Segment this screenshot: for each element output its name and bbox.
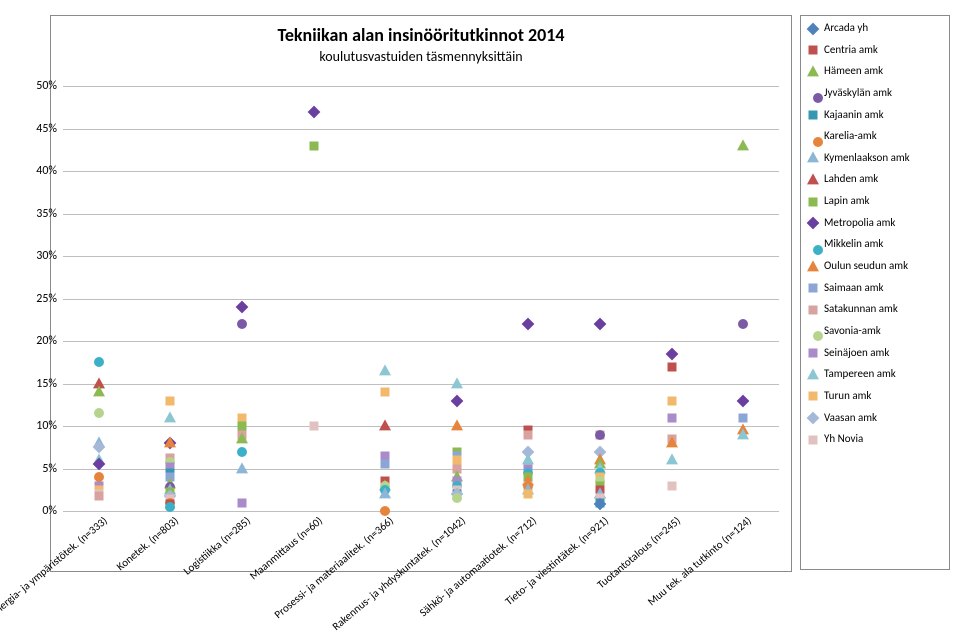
circle-icon — [807, 239, 818, 250]
circle-icon — [807, 326, 818, 337]
y-axis-label: 40% — [36, 164, 63, 178]
legend-item: Kajaanin amk — [807, 109, 943, 122]
legend-label: Kajaanin amk — [824, 109, 943, 122]
triangle-icon — [807, 369, 818, 380]
legend-label: Lapin amk — [824, 195, 943, 208]
legend-label: Arcada yh — [824, 22, 943, 35]
y-axis-label: 50% — [36, 79, 63, 93]
gridline — [63, 171, 779, 172]
y-axis-label: 15% — [36, 377, 63, 391]
legend-label: Oulun seudun amk — [824, 260, 943, 273]
y-axis-label: 45% — [36, 122, 63, 136]
legend-item: Mikkelin amk — [807, 238, 943, 251]
legend-label: Satakunnan amk — [824, 303, 943, 316]
gridline — [63, 214, 779, 215]
chart-title: Tekniikan alan insinööritutkinnot 2014 — [51, 24, 791, 46]
circle-icon — [807, 131, 818, 142]
legend-item: Savonia-amk — [807, 325, 943, 338]
legend-label: Tampereen amk — [824, 368, 943, 381]
x-axis-label: Prosessi- ja materiaalitek. (n=366) — [269, 511, 396, 621]
gridline — [63, 299, 779, 300]
legend-item: Seinäjoen amk — [807, 347, 943, 360]
legend-label: Mikkelin amk — [824, 238, 943, 251]
gridline — [63, 256, 779, 257]
diamond-icon — [807, 218, 818, 229]
x-axis-label: Konetek. (n=803) — [112, 511, 182, 573]
legend-item: Centria amk — [807, 44, 943, 57]
x-axis-label: Sähkö- ja automaatiotek. (n=712) — [415, 511, 540, 619]
legend-label: Lahden amk — [824, 173, 943, 186]
diamond-icon — [807, 23, 818, 34]
square-icon — [807, 348, 818, 359]
legend-label: Savonia-amk — [824, 325, 943, 338]
legend-label: Turun amk — [824, 390, 943, 403]
square-icon — [807, 283, 818, 294]
legend-label: Hämeen amk — [824, 65, 943, 78]
square-icon — [807, 304, 818, 315]
legend-item: Oulun seudun amk — [807, 260, 943, 273]
legend-item: Tampereen amk — [807, 368, 943, 381]
legend-item: Yh Novia — [807, 433, 943, 446]
triangle-icon — [807, 66, 818, 77]
inner-plot: 0%5%10%15%20%25%30%35%40%45%50%Energia- … — [63, 86, 779, 511]
legend-label: Kymenlaakson amk — [824, 152, 943, 165]
legend-label: Centria amk — [824, 44, 943, 57]
x-axis-label: Energia- ja ympäristötek. (n=333) — [0, 511, 110, 619]
y-axis-label: 30% — [36, 249, 63, 263]
y-axis-label: 10% — [36, 419, 63, 433]
square-icon — [807, 196, 818, 207]
legend-label: Jyväskylän amk — [824, 87, 943, 100]
x-axis-label: Logistiikka (n=285) — [178, 511, 253, 577]
diamond-icon — [807, 413, 818, 424]
y-axis-label: 0% — [42, 504, 63, 518]
legend-item: Turun amk — [807, 390, 943, 403]
legend-item: Metropolia amk — [807, 217, 943, 230]
legend-item: Hämeen amk — [807, 65, 943, 78]
legend-item: Kymenlaakson amk — [807, 152, 943, 165]
legend-item: Saimaan amk — [807, 282, 943, 295]
gridline — [63, 426, 779, 427]
triangle-icon — [807, 153, 818, 164]
legend-label: Saimaan amk — [824, 282, 943, 295]
circle-icon — [807, 88, 818, 99]
legend: Arcada yh Centria amk Hämeen amk Jyväskylän… — [800, 15, 950, 570]
legend-label: Seinäjoen amk — [824, 347, 943, 360]
gridline — [63, 86, 779, 87]
legend-item: Arcada yh — [807, 22, 943, 35]
legend-item: Karelia-amk — [807, 130, 943, 143]
legend-item: Jyväskylän amk — [807, 87, 943, 100]
legend-label: Karelia-amk — [824, 130, 943, 143]
chart-container: Tekniikan alan insinööritutkinnot 2014 k… — [0, 0, 960, 628]
triangle-icon — [807, 261, 818, 272]
legend-item: Lahden amk — [807, 173, 943, 186]
gridline — [63, 341, 779, 342]
legend-item: Vaasan amk — [807, 412, 943, 425]
gridline — [63, 129, 779, 130]
x-axis-label: Rakennus- ja yhdyskuntatek. (n=1042) — [327, 511, 468, 633]
y-axis-label: 20% — [36, 334, 63, 348]
legend-item: Lapin amk — [807, 195, 943, 208]
legend-label: Vaasan amk — [824, 412, 943, 425]
chart-subtitle: koulutusvastuiden täsmennyksittäin — [51, 48, 791, 65]
legend-item: Satakunnan amk — [807, 303, 943, 316]
y-axis-label: 35% — [36, 207, 63, 221]
triangle-icon — [807, 174, 818, 185]
plot-area: Tekniikan alan insinööritutkinnot 2014 k… — [50, 15, 792, 572]
legend-label: Metropolia amk — [824, 217, 943, 230]
square-icon — [807, 110, 818, 121]
y-axis-label: 25% — [36, 292, 63, 306]
y-axis-label: 5% — [42, 462, 63, 476]
square-icon — [807, 45, 818, 56]
square-icon — [807, 434, 818, 445]
square-icon — [807, 391, 818, 402]
legend-label: Yh Novia — [824, 433, 943, 446]
gridline — [63, 384, 779, 385]
